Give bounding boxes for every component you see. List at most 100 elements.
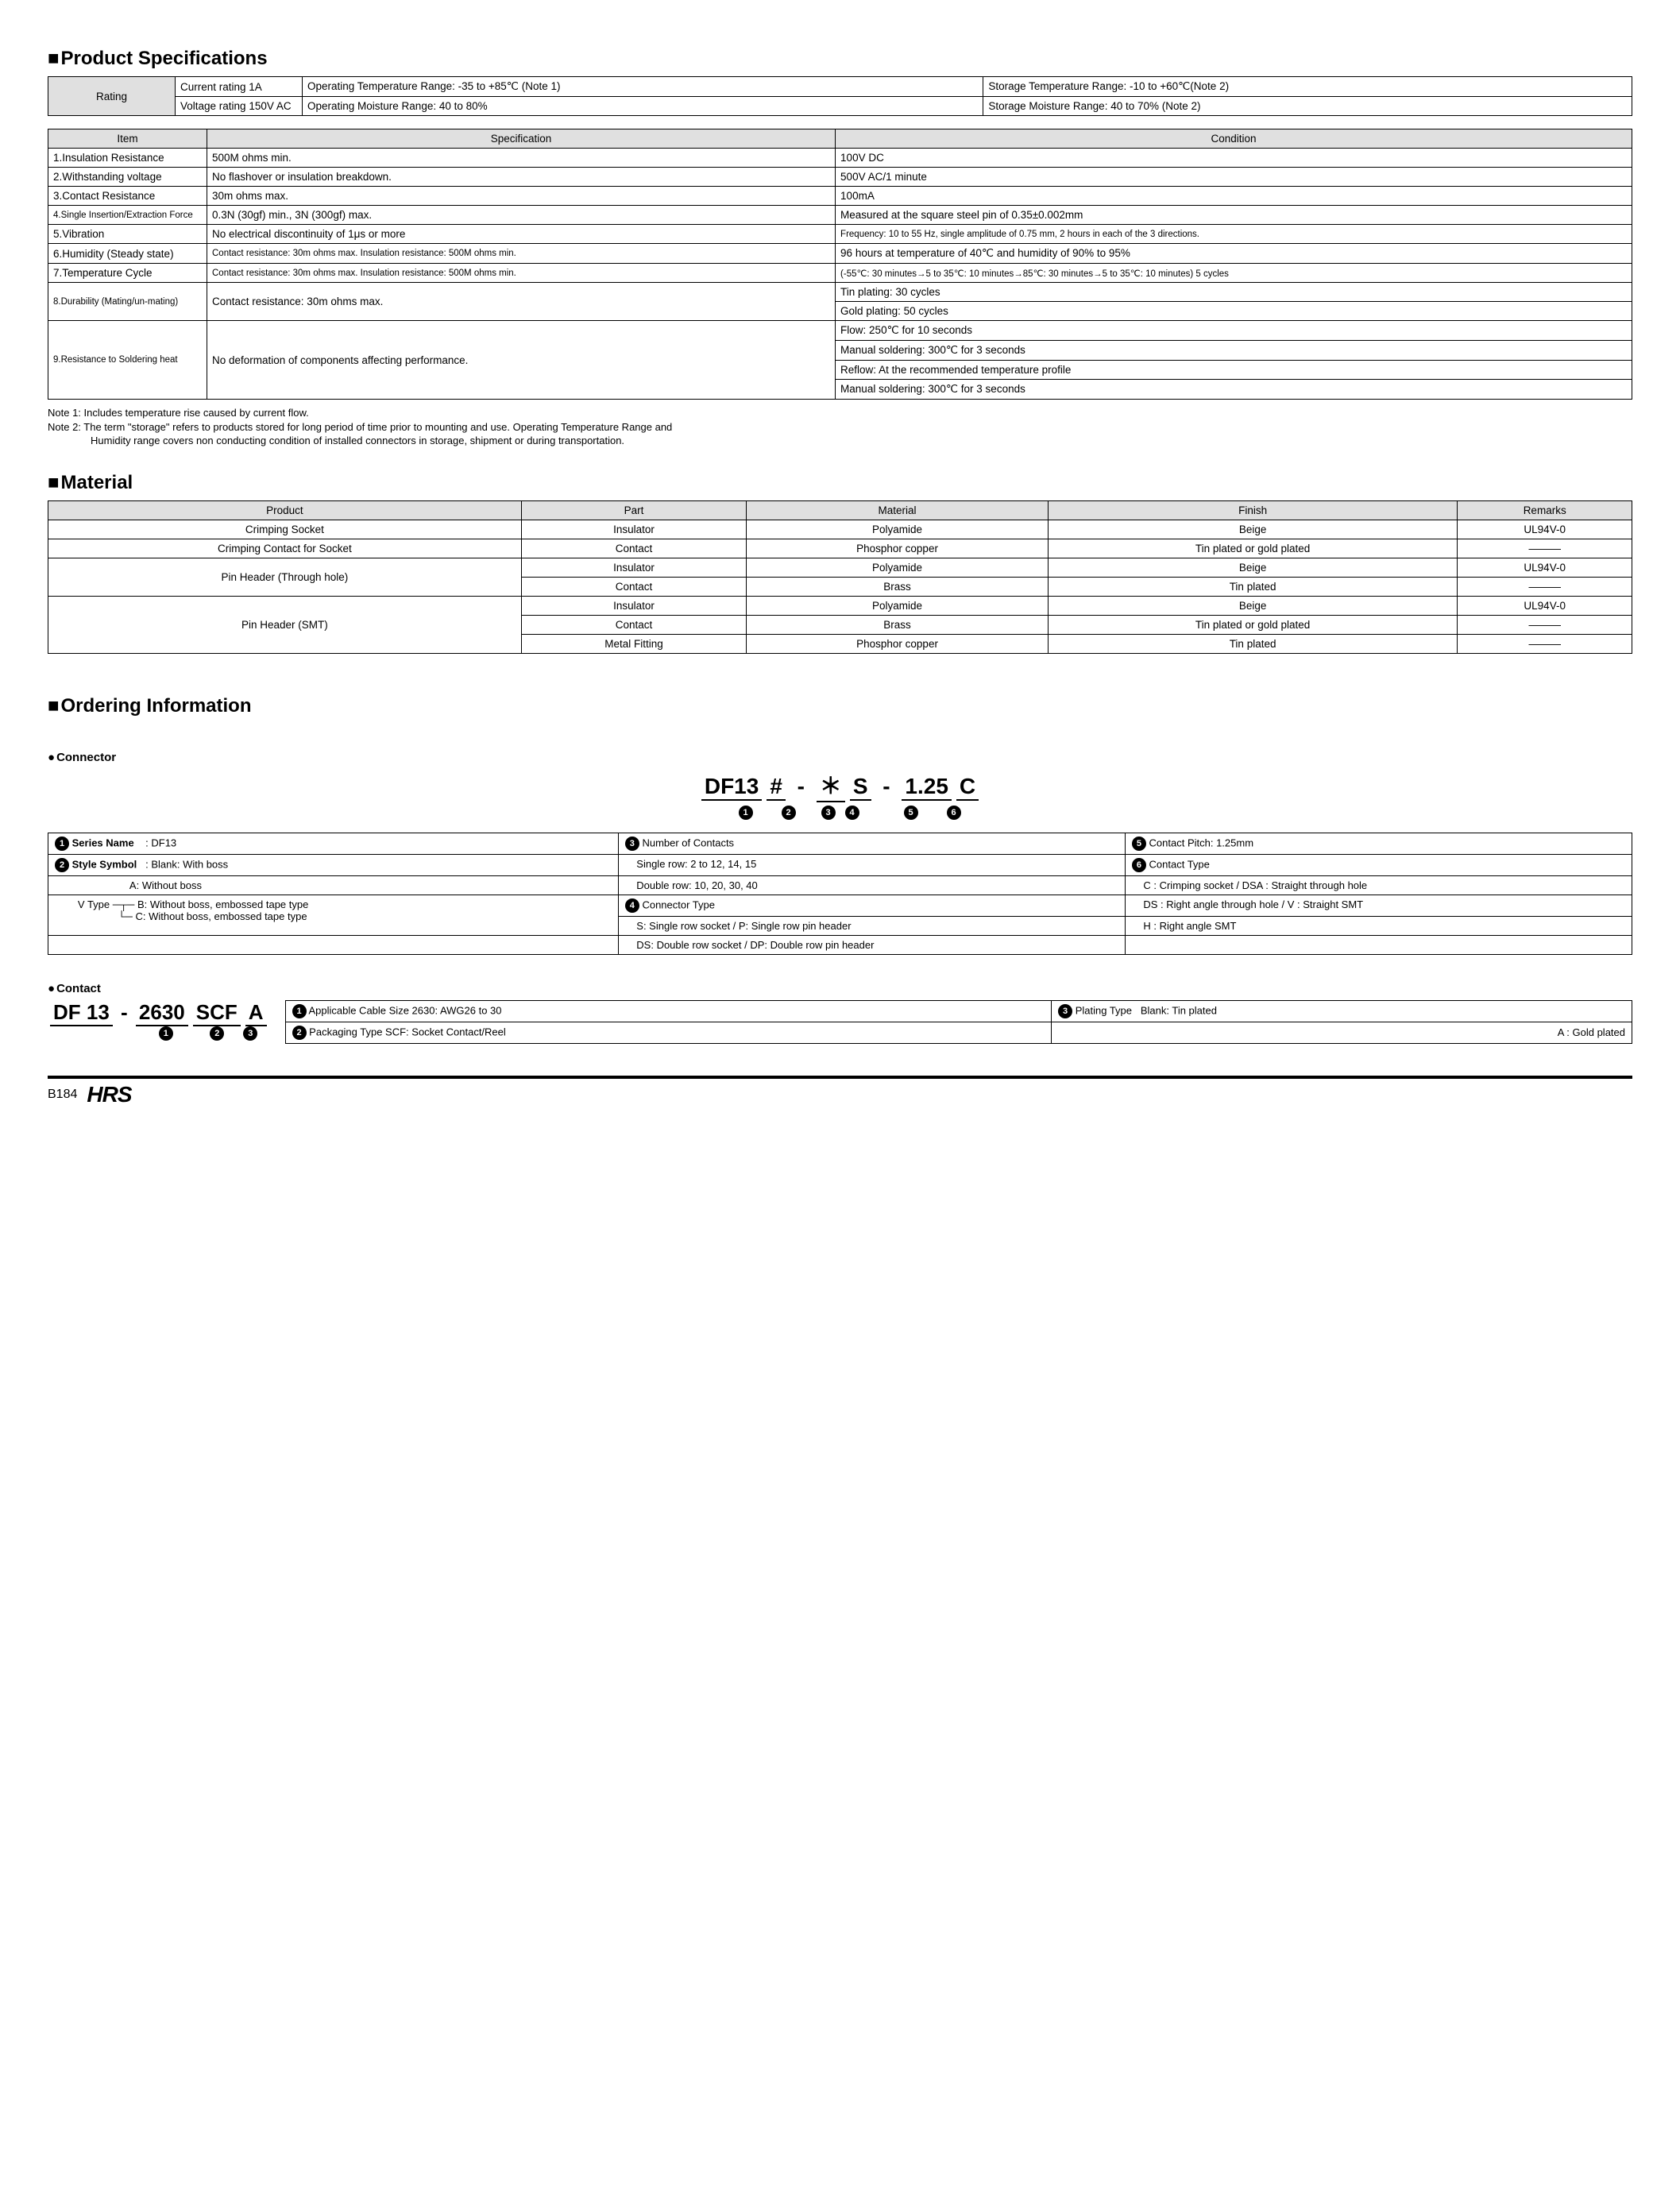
spec-cond: (-55℃: 30 minutes→5 to 35℃: 10 minutes→8… — [836, 264, 1632, 283]
spec-spec: No electrical discontinuity of 1μs or mo… — [207, 225, 836, 244]
section-title-ordering: Ordering Information — [48, 695, 1632, 717]
mat-remarks: UL94V-0 — [1458, 520, 1632, 539]
spec-spec: No flashover or insulation breakdown. — [207, 168, 836, 187]
spec-spec: No deformation of components affecting p… — [207, 321, 836, 400]
spec-item: 9.Resistance to Soldering heat — [48, 321, 207, 400]
pn-segment: S — [850, 774, 871, 801]
legend-col3: 5 Contact Pitch: 1.25mm — [1125, 833, 1632, 854]
sub-title-connector: Connector — [48, 751, 1632, 764]
legend-style-row: 2 Style Symbol : Blank: With boss — [48, 854, 619, 875]
mat-material: Brass — [747, 577, 1049, 596]
spec-spec: 500M ohms min. — [207, 149, 836, 168]
pn-marker-icon: 1 — [739, 806, 753, 820]
spec-item: 5.Vibration — [48, 225, 207, 244]
contact-l3b: A : Gold plated — [1052, 1022, 1632, 1043]
legend-conn-a: S: Single row socket / P: Single row pin… — [618, 916, 1125, 935]
mat-h-finish: Finish — [1048, 500, 1458, 520]
spec-spec: 30m ohms max. — [207, 187, 836, 206]
connector-markers: 123456 — [48, 806, 1632, 820]
mat-remarks: ——— — [1458, 577, 1632, 596]
spec-item: 8.Durability (Mating/un-mating) — [48, 283, 207, 321]
contact-l3: 3 Plating Type Blank: Tin plated — [1052, 1000, 1632, 1022]
legend-pitch: Contact Pitch: 1.25mm — [1149, 837, 1254, 848]
rating-c1-0: Current rating 1A — [176, 77, 303, 97]
mat-product: Pin Header (SMT) — [48, 596, 522, 653]
legend-series-name: Series Name — [72, 837, 134, 848]
pn-marker-icon: 3 — [243, 1026, 257, 1041]
mat-material: Phosphor copper — [747, 539, 1049, 558]
pn-marker-icon: 3 — [821, 806, 836, 820]
spec-cond: 96 hours at temperature of 40℃ and humid… — [836, 244, 1632, 264]
spec-cond: Manual soldering: 300℃ for 3 seconds — [836, 380, 1632, 400]
sub-title-contact: Contact — [48, 982, 1632, 995]
spec-cond: 500V AC/1 minute — [836, 168, 1632, 187]
hrs-logo: HRS — [87, 1082, 131, 1107]
contact-legend-table: 1 Applicable Cable Size 2630: AWG26 to 3… — [285, 1000, 1632, 1044]
rating-table: Rating Current rating 1A Operating Tempe… — [48, 76, 1632, 116]
mat-part: Metal Fitting — [521, 634, 747, 653]
note-1: Note 1: Includes temperature rise caused… — [48, 406, 1632, 420]
mat-product: Crimping Socket — [48, 520, 522, 539]
mat-part: Insulator — [521, 596, 747, 615]
spec-cond: Tin plating: 30 cycles — [836, 283, 1632, 302]
section-title-material: Material — [48, 472, 1632, 494]
notes-block: Note 1: Includes temperature rise caused… — [48, 406, 1632, 448]
spec-item: 7.Temperature Cycle — [48, 264, 207, 283]
pn-segment: 1.25 — [902, 774, 952, 801]
mat-part: Insulator — [521, 520, 747, 539]
legend-ct-b: DS : Right angle through hole / V : Stra… — [1125, 895, 1632, 916]
note-2b: Humidity range covers non conducting con… — [48, 434, 1632, 448]
mat-h-product: Product — [48, 500, 522, 520]
pn-marker-icon: 1 — [159, 1026, 173, 1041]
legend-contact-type: 6 Contact Type — [1125, 854, 1632, 875]
mat-finish: Tin plated — [1048, 634, 1458, 653]
spec-spec: Contact resistance: 30m ohms max. Insula… — [207, 264, 836, 283]
spec-cond: Reflow: At the recommended temperature p… — [836, 361, 1632, 380]
page-number: B184 — [48, 1088, 77, 1102]
mat-remarks: ——— — [1458, 634, 1632, 653]
spec-cond: Gold plating: 50 cycles — [836, 302, 1632, 321]
legend-style-val: : Blank: With boss — [145, 858, 228, 870]
legend-empty — [48, 935, 619, 954]
spec-item: 2.Withstanding voltage — [48, 168, 207, 187]
rating-c3-1: Storage Moisture Range: 40 to 70% (Note … — [983, 97, 1632, 116]
pn-segment: ＊ — [817, 769, 845, 802]
mat-material: Polyamide — [747, 596, 1049, 615]
legend-ct-a: C : Crimping socket / DSA : Straight thr… — [1125, 875, 1632, 895]
legend-conn-type: 4 Connector Type — [618, 895, 1125, 916]
mat-h-material: Material — [747, 500, 1049, 520]
rating-label: Rating — [48, 77, 176, 116]
mat-remarks: ——— — [1458, 539, 1632, 558]
rating-c1-1: Voltage rating 150V AC — [176, 97, 303, 116]
rating-c2-0: Operating Temperature Range: -35 to +85℃… — [303, 77, 983, 97]
contact-part-number: DF 13 - 2630SCFA — [48, 1000, 269, 1026]
spec-item: 4.Single Insertion/Extraction Force — [48, 206, 207, 225]
section-title-spec: Product Specifications — [48, 48, 1632, 70]
mat-part: Contact — [521, 539, 747, 558]
legend-contacts-title: Number of Contacts — [642, 837, 734, 848]
mat-remarks: UL94V-0 — [1458, 558, 1632, 577]
mat-material: Polyamide — [747, 520, 1049, 539]
legend-contacts-a: Single row: 2 to 12, 14, 15 — [618, 854, 1125, 875]
spec-item: 6.Humidity (Steady state) — [48, 244, 207, 264]
pn-marker-icon: 4 — [845, 806, 859, 820]
rating-c3-0: Storage Temperature Range: -10 to +60℃(N… — [983, 77, 1632, 97]
material-table: Product Part Material Finish Remarks Cri… — [48, 500, 1632, 654]
mat-product: Crimping Contact for Socket — [48, 539, 522, 558]
mat-product: Pin Header (Through hole) — [48, 558, 522, 596]
legend-empty2 — [1125, 935, 1632, 954]
spec-table: Item Specification Condition 1.Insulatio… — [48, 129, 1632, 400]
contact-l1: 1 Applicable Cable Size 2630: AWG26 to 3… — [285, 1000, 1052, 1022]
spec-cond: Manual soldering: 300℃ for 3 seconds — [836, 341, 1632, 361]
pn-marker-icon: 2 — [210, 1026, 224, 1041]
legend-ct-c: H : Right angle SMT — [1125, 916, 1632, 935]
spec-spec: Contact resistance: 30m ohms max. Insula… — [207, 244, 836, 264]
note-2a: Note 2: The term "storage" refers to pro… — [48, 420, 1632, 435]
spec-spec: 0.3N (30gf) min., 3N (300gf) max. — [207, 206, 836, 225]
legend-contacts-b: Double row: 10, 20, 30, 40 — [618, 875, 1125, 895]
contact-pn-segment: A — [245, 1000, 267, 1026]
pn-segment: # — [767, 774, 786, 801]
mat-material: Phosphor copper — [747, 634, 1049, 653]
mat-material: Brass — [747, 615, 1049, 634]
pn-segment: DF13 — [701, 774, 762, 801]
